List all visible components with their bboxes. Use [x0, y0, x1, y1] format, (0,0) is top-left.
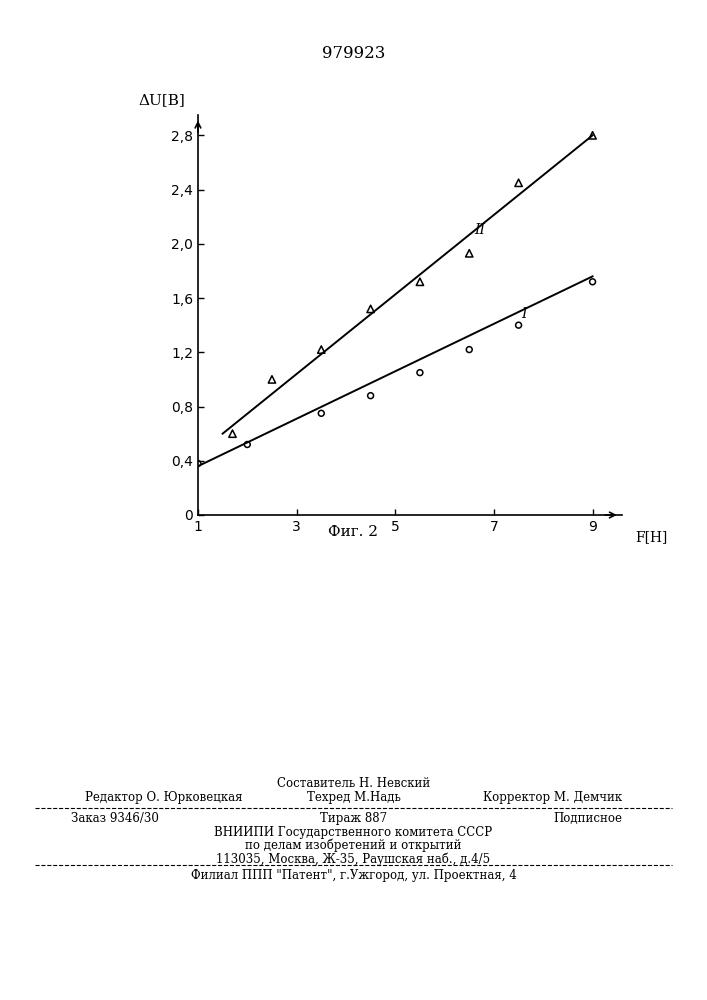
Text: Составитель Н. Невский: Составитель Н. Невский [277, 777, 430, 790]
Point [464, 245, 475, 261]
Text: Фиг. 2: Фиг. 2 [329, 525, 378, 539]
Point [365, 301, 376, 317]
Point [227, 426, 238, 442]
Text: I: I [521, 307, 527, 321]
Text: 113035, Москва, Ж-35, Раушская наб., д.4/5: 113035, Москва, Ж-35, Раушская наб., д.4… [216, 852, 491, 865]
Text: Подписное: Подписное [553, 812, 622, 825]
Point [414, 274, 426, 290]
Point [414, 365, 426, 381]
Text: ΔU[В]: ΔU[В] [139, 93, 185, 107]
Text: ВНИИПИ Государственного комитета СССР: ВНИИПИ Государственного комитета СССР [214, 826, 493, 839]
Text: Техред М.Надь: Техред М.Надь [307, 791, 400, 804]
Text: Тираж 887: Тираж 887 [320, 812, 387, 825]
Text: Заказ 9346/30: Заказ 9346/30 [71, 812, 158, 825]
Text: II: II [474, 223, 485, 237]
Text: Корректор М. Демчик: Корректор М. Демчик [483, 791, 622, 804]
Text: 979923: 979923 [322, 45, 385, 62]
Point [513, 317, 524, 333]
Point [587, 274, 598, 290]
Point [315, 342, 327, 358]
Point [315, 405, 327, 421]
Text: Филиал ППП "Патент", г.Ужгород, ул. Проектная, 4: Филиал ППП "Патент", г.Ужгород, ул. Прое… [191, 869, 516, 882]
Point [587, 127, 598, 143]
Point [365, 388, 376, 404]
Text: Редактор О. Юрковецкая: Редактор О. Юрковецкая [85, 791, 243, 804]
Point [267, 371, 278, 387]
Point [464, 342, 475, 358]
Text: F[Н]: F[Н] [635, 530, 667, 544]
Text: по делам изобретений и открытий: по делам изобретений и открытий [245, 839, 462, 852]
Point [242, 436, 253, 452]
Point [513, 175, 524, 191]
Point [192, 455, 204, 471]
